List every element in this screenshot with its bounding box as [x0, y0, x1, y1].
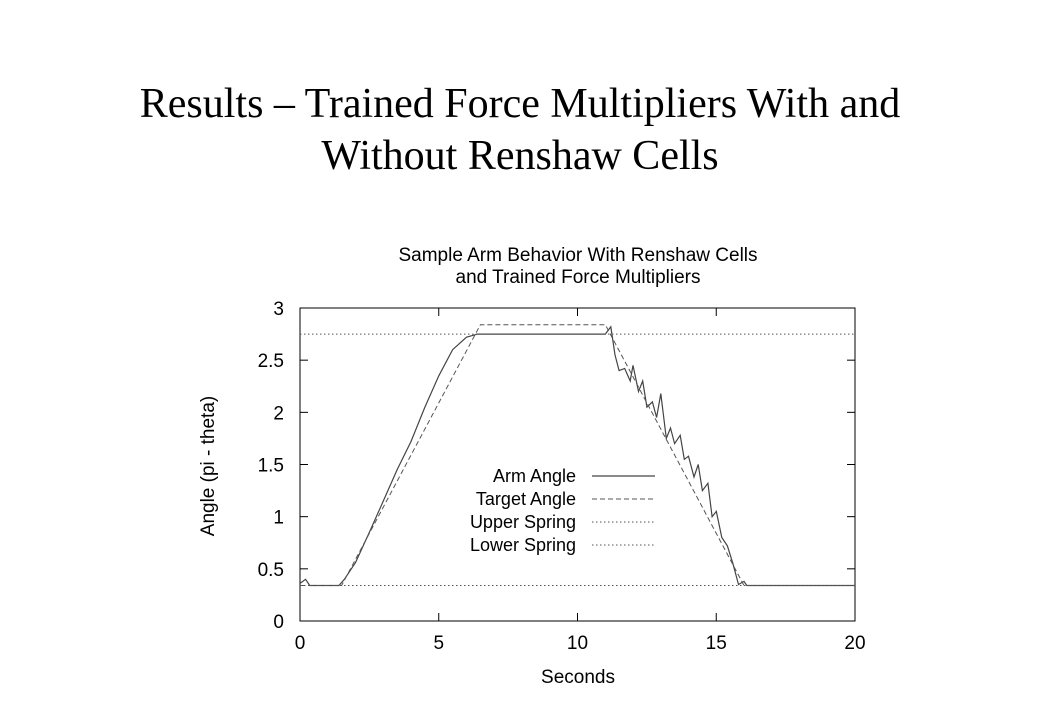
y-tick-label: 0	[273, 612, 284, 633]
slide-title-line-1: Results – Trained Force Multipliers With…	[139, 81, 901, 127]
legend-label-target-angle: Target Angle	[476, 489, 576, 509]
y-tick-label: 0.5	[258, 560, 284, 581]
y-tick-label: 3	[273, 299, 284, 320]
x-tick-label: 10	[567, 633, 588, 654]
plot-area: 0 5 10 15 20 0 0.5 1 1.5 2 2.5 3 Arm Angle Target Ang…	[258, 299, 866, 654]
x-tick-label: 0	[295, 633, 306, 654]
slide-title: Results – Trained Force Multipliers With…	[60, 78, 980, 182]
series-line-target-angle	[300, 324, 855, 586]
y-axis-label: Angle (pi - theta)	[198, 396, 219, 536]
x-tick-label: 5	[433, 633, 444, 654]
slide-title-line-2: Without Renshaw Cells	[321, 133, 719, 179]
legend-label-arm-angle: Arm Angle	[493, 466, 576, 486]
x-tick-label: 20	[844, 633, 865, 654]
chart-title-line-1: Sample Arm Behavior With Renshaw Cells	[398, 245, 757, 266]
y-tick-label: 2	[273, 403, 284, 424]
legend-label-lower-spring: Lower Spring	[470, 535, 576, 555]
chart-title-line-2: and Trained Force Multipliers	[456, 267, 701, 288]
series-line-arm-angle	[299, 325, 855, 587]
y-tick-label: 2.5	[258, 351, 284, 372]
y-tick-label: 1.5	[258, 456, 284, 477]
legend-label-upper-spring: Upper Spring	[470, 512, 576, 532]
plot-frame	[299, 307, 856, 622]
x-axis-label: Seconds	[541, 667, 615, 688]
y-tick-label: 1	[273, 508, 284, 529]
x-tick-label: 15	[706, 633, 727, 654]
